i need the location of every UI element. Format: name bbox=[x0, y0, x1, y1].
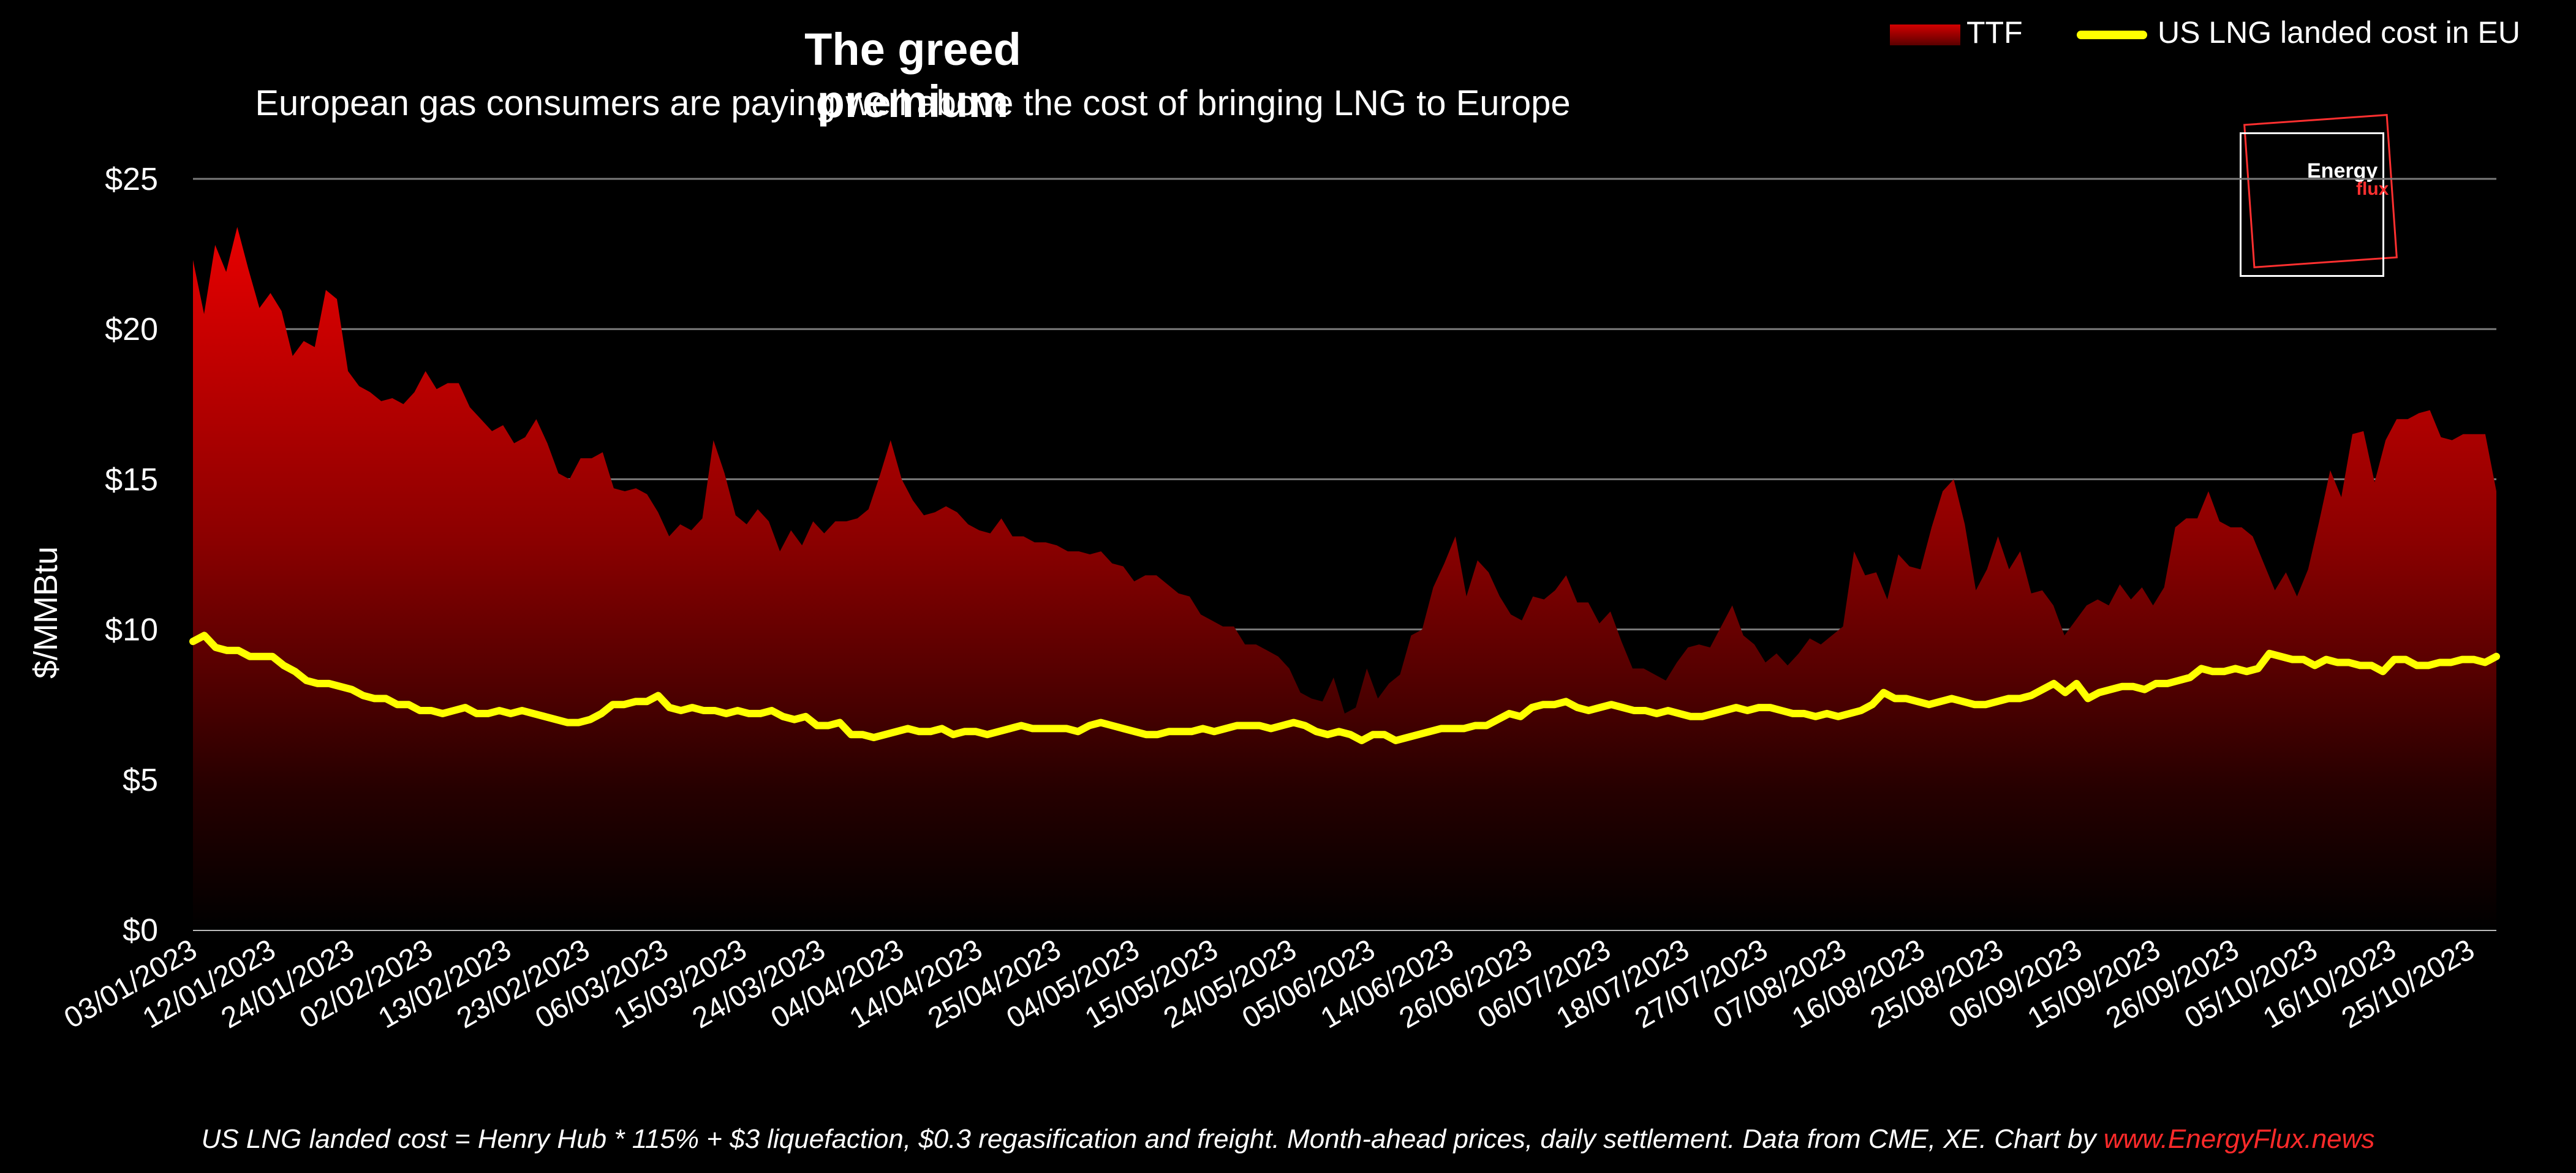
legend-label-ttf: TTF bbox=[1966, 15, 2023, 50]
y-tick-label: $5 bbox=[123, 763, 158, 798]
x-axis-ticks: 03/01/202312/01/202324/01/202302/02/2023… bbox=[59, 933, 2480, 1035]
chart-subtitle: European gas consumers are paying well a… bbox=[255, 83, 1571, 123]
y-tick-label: $20 bbox=[105, 312, 158, 347]
footnote: US LNG landed cost = Henry Hub * 115% + … bbox=[0, 1124, 2576, 1155]
lng-line bbox=[189, 632, 2500, 744]
legend-swatch-lng bbox=[2077, 31, 2147, 39]
footnote-link[interactable]: www.EnergyFlux.news bbox=[2103, 1124, 2375, 1154]
logo-frame-white bbox=[2240, 132, 2384, 277]
legend-swatch-ttf bbox=[1890, 25, 1960, 45]
logo-text-flux: flux bbox=[2356, 179, 2389, 199]
legend: TTF US LNG landed cost in EU bbox=[1881, 12, 2561, 55]
y-axis-ticks: $0 $5 $10 $15 $20 $25 bbox=[105, 162, 158, 948]
lng-line-layer bbox=[189, 632, 2500, 744]
y-tick-label: $15 bbox=[105, 462, 158, 497]
y-tick-label: $10 bbox=[105, 613, 158, 648]
footnote-text: US LNG landed cost = Henry Hub * 115% + … bbox=[201, 1124, 2104, 1154]
chart-title: The greed premium bbox=[804, 24, 1021, 127]
ttf-area-layer bbox=[193, 227, 2496, 930]
y-tick-label: $0 bbox=[123, 913, 158, 948]
legend-label-lng: US LNG landed cost in EU bbox=[2158, 15, 2520, 50]
chart-canvas: $0 $5 $10 $15 $20 $25 03/01/202312/01/202324/… bbox=[59, 162, 2500, 1035]
ttf-area bbox=[193, 227, 2496, 930]
y-tick-label: $25 bbox=[105, 162, 158, 197]
